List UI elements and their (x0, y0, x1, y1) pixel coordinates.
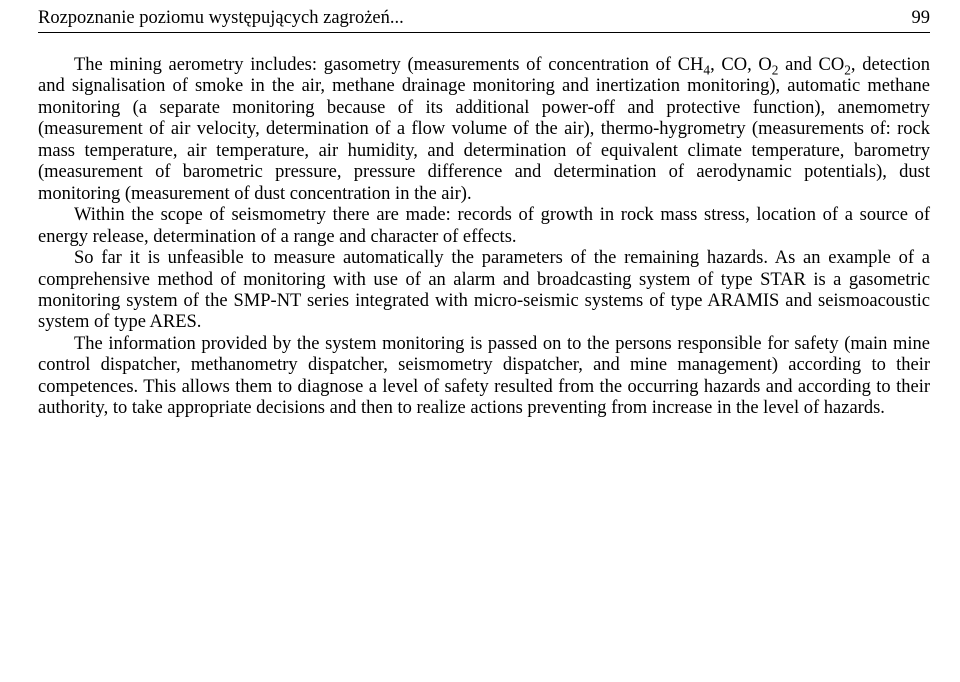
p1-text-mid2: and CO (778, 55, 844, 75)
paragraph-3: So far it is unfeasible to measure autom… (38, 248, 930, 334)
paragraph-2: Within the scope of seismometry there ar… (38, 205, 930, 248)
subscript-co2: 2 (844, 63, 851, 78)
p1-text-post: , detection and signalisation of smoke i… (38, 55, 930, 204)
document-page: Rozpoznanie poziomu występujących zagroż… (0, 0, 960, 440)
p1-text-mid1: , CO, O (710, 55, 772, 75)
paragraph-1: The mining aerometry includes: gasometry… (38, 55, 930, 205)
header-title: Rozpoznanie poziomu występujących zagroż… (38, 8, 404, 29)
page-header: Rozpoznanie poziomu występujących zagroż… (38, 8, 930, 33)
paragraph-4: The information provided by the system m… (38, 334, 930, 420)
page-number: 99 (912, 8, 931, 29)
p1-text-pre: The mining aerometry includes: gasometry… (74, 55, 703, 75)
body-text: The mining aerometry includes: gasometry… (38, 55, 930, 420)
